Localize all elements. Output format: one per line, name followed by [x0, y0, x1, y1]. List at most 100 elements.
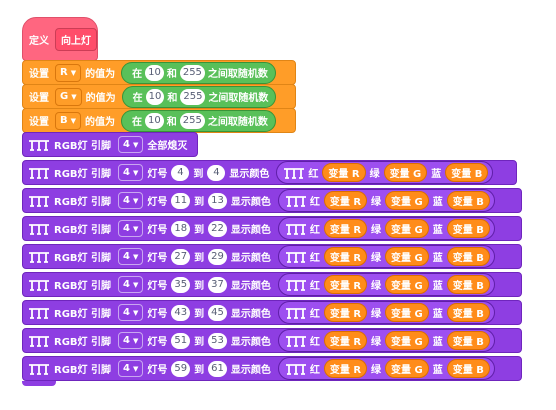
variable-dropdown[interactable]: B ▼ [55, 111, 82, 130]
variable-r-reporter[interactable]: 变量 R [323, 275, 368, 294]
lamp-label: 灯号 [147, 225, 168, 236]
blue-label: 蓝 [432, 365, 443, 376]
variable-b-reporter[interactable]: 变量 B [446, 247, 490, 266]
lamp-to-input[interactable]: 53 [208, 332, 227, 349]
pin-dropdown[interactable]: 4 ▼ [118, 136, 144, 153]
variable-b-reporter[interactable]: 变量 B [446, 331, 490, 350]
random-block[interactable]: 在 10 和 255 之间取随机数 [121, 61, 276, 84]
lamp-label: 灯号 [147, 253, 168, 264]
rgb-show-color-block[interactable]: RGB灯 引脚 4 ▼ 灯号 11 到 13 显示颜色 红 变量 R 绿 变量 G… [22, 188, 522, 213]
lamp-from-input[interactable]: 27 [171, 248, 191, 265]
variable-b-reporter[interactable]: 变量 B [446, 303, 490, 322]
pin-dropdown[interactable]: 4 ▼ [118, 192, 144, 209]
pin-dropdown[interactable]: 4 ▼ [118, 304, 144, 321]
rgb-show-color-block[interactable]: RGB灯 引脚 4 ▼ 灯号 59 到 61 显示颜色 红 变量 R 绿 变量 G… [22, 356, 522, 381]
lamp-to-input[interactable]: 45 [208, 304, 227, 321]
procedure-name[interactable]: 向上灯 [55, 27, 97, 51]
random-to-input[interactable]: 255 [179, 112, 205, 129]
rgb-show-color-block[interactable]: RGB灯 引脚 4 ▼ 灯号 4 到 4 显示颜色 红 变量 R 绿 变量 G 蓝… [22, 160, 517, 185]
pin-dropdown[interactable]: 4 ▼ [118, 164, 144, 181]
set-variable-block[interactable]: 设置 R ▼ 的值为 在 10 和 255 之间取随机数 [22, 60, 296, 85]
variable-b-reporter[interactable]: 变量 B [446, 191, 490, 210]
blue-label: 蓝 [432, 197, 443, 208]
variable-r-reporter[interactable]: 变量 R [323, 247, 368, 266]
lamp-from-input[interactable]: 4 [171, 164, 190, 181]
variable-r-reporter[interactable]: 变量 R [323, 359, 368, 378]
rgb-color-block[interactable]: 红 变量 R 绿 变量 G 蓝 变量 B [277, 189, 495, 212]
caret-down-icon: ▼ [132, 308, 139, 317]
random-and: 和 [166, 69, 177, 80]
variable-g-reporter[interactable]: 变量 G [385, 247, 429, 266]
variable-b-reporter[interactable]: 变量 B [446, 275, 490, 294]
lamp-from-input[interactable]: 18 [171, 220, 191, 237]
rgb-show-color-block[interactable]: RGB灯 引脚 4 ▼ 灯号 27 到 29 显示颜色 红 变量 R 绿 变量 G… [22, 244, 522, 269]
variable-g-reporter[interactable]: 变量 G [385, 331, 429, 350]
variable-g-reporter[interactable]: 变量 G [383, 163, 428, 182]
set-variable-block[interactable]: 设置 B ▼ 的值为 在 10 和 255 之间取随机数 [22, 108, 296, 133]
set-variable-block[interactable]: 设置 G ▼ 的值为 在 10 和 255 之间取随机数 [22, 84, 296, 109]
rgb-show-color-block[interactable]: RGB灯 引脚 4 ▼ 灯号 35 到 37 显示颜色 红 变量 R 绿 变量 G… [22, 272, 522, 297]
rgb-show-color-block[interactable]: RGB灯 引脚 4 ▼ 灯号 18 到 22 显示颜色 红 变量 R 绿 变量 G… [22, 216, 522, 241]
lamp-from-input[interactable]: 35 [171, 276, 191, 293]
pin-dropdown[interactable]: 4 ▼ [118, 248, 144, 265]
lamp-to-input[interactable]: 22 [208, 220, 227, 237]
random-prefix: 在 [132, 93, 143, 104]
lamp-from-input[interactable]: 11 [171, 192, 191, 209]
rgb-color-block[interactable]: 红 变量 R 绿 变量 G 蓝 变量 B [277, 217, 495, 240]
blue-label: 蓝 [431, 169, 442, 180]
green-label: 绿 [371, 365, 382, 376]
random-from-input[interactable]: 10 [145, 88, 165, 105]
lamp-to-input[interactable]: 61 [208, 360, 227, 377]
pin-dropdown[interactable]: 4 ▼ [118, 276, 144, 293]
rgb-color-block[interactable]: 红 变量 R 绿 变量 G 蓝 变量 B [277, 329, 495, 352]
random-block[interactable]: 在 10 和 255 之间取随机数 [121, 85, 277, 108]
random-block[interactable]: 在 10 和 255 之间取随机数 [121, 109, 276, 132]
variable-g-reporter[interactable]: 变量 G [385, 219, 429, 238]
rgb-color-block[interactable]: 红 变量 R 绿 变量 G 蓝 变量 B [276, 161, 494, 184]
lamp-to-input[interactable]: 4 [207, 164, 226, 181]
pin-dropdown[interactable]: 4 ▼ [118, 332, 144, 349]
set-label: 设置 [29, 69, 49, 80]
lamp-from-input[interactable]: 43 [171, 304, 191, 321]
random-to-input[interactable]: 255 [179, 64, 205, 81]
variable-r-reporter[interactable]: 变量 R [323, 331, 368, 350]
rgb-show-color-block[interactable]: RGB灯 引脚 4 ▼ 灯号 43 到 45 显示颜色 红 变量 R 绿 变量 G… [22, 300, 522, 325]
random-from-input[interactable]: 10 [145, 112, 164, 129]
pin-dropdown[interactable]: 4 ▼ [118, 220, 144, 237]
red-label: 红 [309, 281, 320, 292]
random-to-input[interactable]: 255 [180, 88, 206, 105]
variable-r-reporter[interactable]: 变量 R [322, 163, 366, 182]
rgb-color-block[interactable]: 红 变量 R 绿 变量 G 蓝 变量 B [277, 301, 495, 324]
variable-b-reporter[interactable]: 变量 B [446, 219, 490, 238]
variable-r-reporter[interactable]: 变量 R [323, 191, 368, 210]
lamp-from-input[interactable]: 59 [171, 360, 191, 377]
show-color-label: 显示颜色 [230, 365, 271, 376]
lamp-to-input[interactable]: 13 [208, 192, 227, 209]
random-from-input[interactable]: 10 [145, 64, 164, 81]
define-block[interactable]: 定义 向上灯 [22, 17, 98, 61]
show-color-label: 显示颜色 [230, 225, 271, 236]
lamp-to-input[interactable]: 37 [208, 276, 227, 293]
variable-r-reporter[interactable]: 变量 R [323, 219, 368, 238]
pin-dropdown[interactable]: 4 ▼ [118, 360, 144, 377]
variable-g-reporter[interactable]: 变量 G [385, 303, 429, 322]
lamp-to-input[interactable]: 29 [208, 248, 227, 265]
rgb-color-block[interactable]: 红 变量 R 绿 变量 G 蓝 变量 B [277, 357, 495, 380]
red-label: 红 [308, 169, 319, 180]
variable-b-reporter[interactable]: 变量 B [445, 163, 489, 182]
rgb-show-color-block[interactable]: RGB灯 引脚 4 ▼ 灯号 51 到 53 显示颜色 红 变量 R 绿 变量 G… [22, 328, 522, 353]
random-and: 和 [166, 117, 177, 128]
variable-g-reporter[interactable]: 变量 G [385, 191, 429, 210]
variable-g-reporter[interactable]: 变量 G [385, 275, 429, 294]
lamp-from-input[interactable]: 51 [171, 332, 191, 349]
rgb-all-off-block[interactable]: RGB灯 引脚 4 ▼ 全部熄灭 [22, 132, 198, 157]
rgb-color-block[interactable]: 红 变量 R 绿 变量 G 蓝 变量 B [277, 273, 495, 296]
rgb-color-block[interactable]: 红 变量 R 绿 变量 G 蓝 变量 B [277, 245, 495, 268]
variable-b-reporter[interactable]: 变量 B [446, 359, 490, 378]
variable-dropdown[interactable]: G ▼ [55, 87, 82, 106]
rgb-strip-icon [28, 167, 50, 179]
rgb-strip-icon [28, 335, 50, 347]
variable-r-reporter[interactable]: 变量 R [323, 303, 368, 322]
variable-g-reporter[interactable]: 变量 G [385, 359, 429, 378]
variable-dropdown[interactable]: R ▼ [55, 63, 82, 82]
